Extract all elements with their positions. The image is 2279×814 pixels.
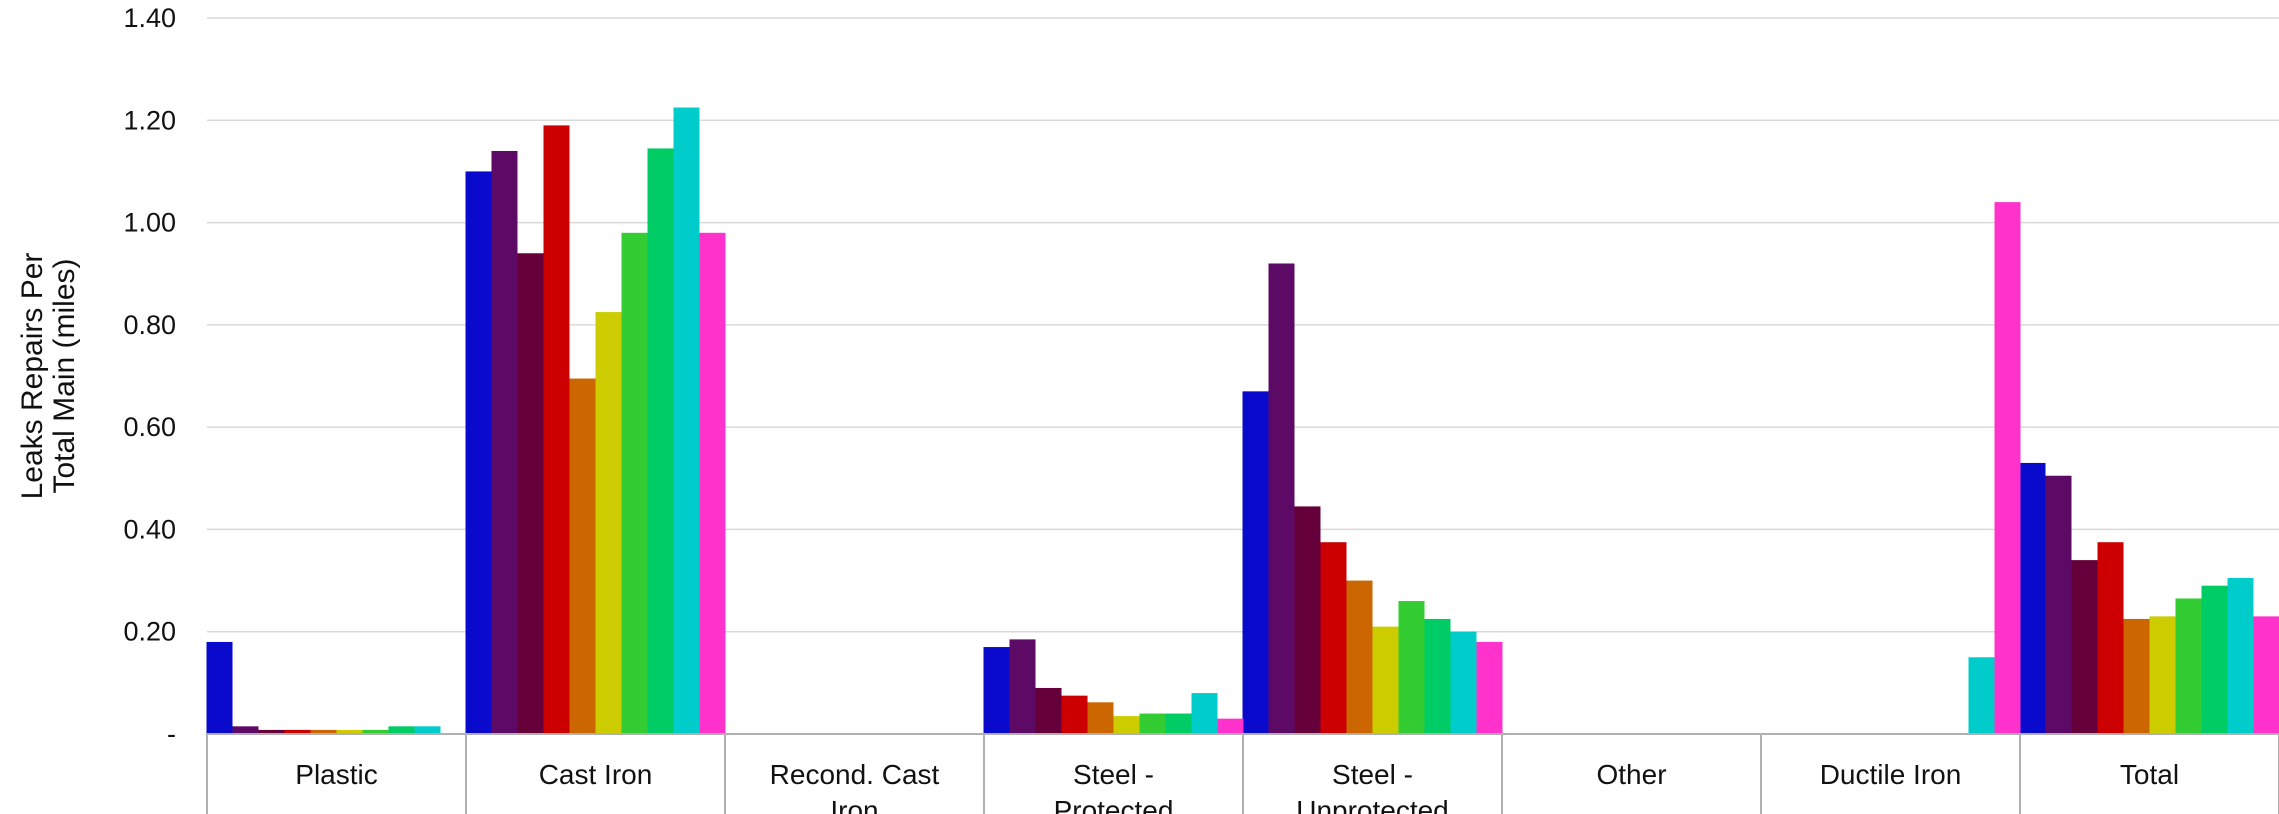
- category-label: Protected: [1054, 795, 1174, 814]
- bar: [2253, 616, 2279, 734]
- category-axis: [206, 733, 2279, 814]
- bar: [1061, 695, 1088, 734]
- bar: [621, 232, 648, 735]
- y-tick-label: -: [167, 719, 176, 749]
- y-tick-label: 1.40: [123, 3, 176, 33]
- bar: [543, 125, 570, 734]
- y-tick-label: 0.40: [123, 514, 176, 544]
- category-label: Steel -: [1073, 759, 1154, 790]
- category-label: Iron: [830, 795, 878, 814]
- bar: [491, 150, 518, 734]
- bar: [414, 726, 441, 734]
- bar: [206, 641, 233, 734]
- bar: [673, 107, 700, 734]
- bar: [569, 378, 596, 734]
- bar: [2045, 475, 2072, 734]
- bar: [983, 647, 1010, 734]
- bar: [1994, 202, 2021, 735]
- category-label: Plastic: [295, 759, 377, 790]
- bar: [310, 729, 337, 734]
- bar: [1346, 580, 1373, 734]
- bar: [1968, 657, 1995, 734]
- bar: [2227, 578, 2254, 734]
- bar: [388, 726, 415, 734]
- bar: [1450, 631, 1477, 734]
- bars: [206, 107, 2279, 735]
- bar: [1087, 702, 1114, 734]
- bar: [1139, 713, 1166, 734]
- bar: [699, 232, 726, 735]
- bar: [1320, 542, 1347, 734]
- y-tick-label: 1.20: [123, 105, 176, 135]
- bar: [362, 729, 389, 734]
- y-tick-label: 0.80: [123, 310, 176, 340]
- bar: [1242, 391, 1269, 734]
- category-label: Ductile Iron: [1820, 759, 1962, 790]
- bar: [1113, 716, 1140, 734]
- bar: [2123, 618, 2150, 734]
- y-axis-tick-labels: - 0.20 0.40 0.60 0.80 1.00 1.20 1.40: [123, 3, 176, 749]
- y-tick-label: 0.20: [123, 617, 176, 647]
- y-axis-title-line-2: Total Main (miles): [48, 258, 81, 493]
- bar: [465, 171, 492, 734]
- bar: [517, 253, 544, 734]
- bar: [1268, 263, 1295, 734]
- category-labels: Plastic Cast Iron Recond. Cast Iron Steel - P…: [295, 759, 2179, 814]
- bar: [232, 726, 259, 734]
- bar: [2019, 462, 2046, 734]
- bar: [2201, 585, 2228, 734]
- bar: [1191, 693, 1218, 734]
- category-label: Cast Iron: [539, 759, 653, 790]
- bar: [284, 729, 311, 734]
- bar: [1476, 641, 1503, 734]
- bar: [647, 148, 674, 734]
- bar: [1372, 626, 1399, 734]
- bar: [1165, 713, 1192, 734]
- bar: [336, 729, 363, 734]
- bar: [2175, 598, 2202, 734]
- y-axis-title: Leaks Repairs Per Total Main (miles): [16, 253, 81, 500]
- bar: [2097, 542, 2124, 734]
- category-label: Total: [2120, 759, 2179, 790]
- bar: [595, 312, 622, 734]
- category-label: Steel -: [1332, 759, 1413, 790]
- y-axis-title-line-1: Leaks Repairs Per: [16, 253, 49, 500]
- bar: [1035, 687, 1062, 734]
- bar: [1398, 601, 1425, 734]
- y-tick-label: 1.00: [123, 208, 176, 238]
- category-label: Other: [1596, 759, 1666, 790]
- category-label: Recond. Cast: [770, 759, 940, 790]
- bar: [1009, 639, 1036, 734]
- bar: [1424, 618, 1451, 734]
- bar: [2149, 616, 2176, 734]
- bar: [2071, 560, 2098, 734]
- category-label: Unprotected: [1296, 795, 1449, 814]
- y-tick-label: 0.60: [123, 412, 176, 442]
- bar: [258, 729, 285, 734]
- bar: [1294, 506, 1321, 734]
- bar: [1217, 718, 1244, 734]
